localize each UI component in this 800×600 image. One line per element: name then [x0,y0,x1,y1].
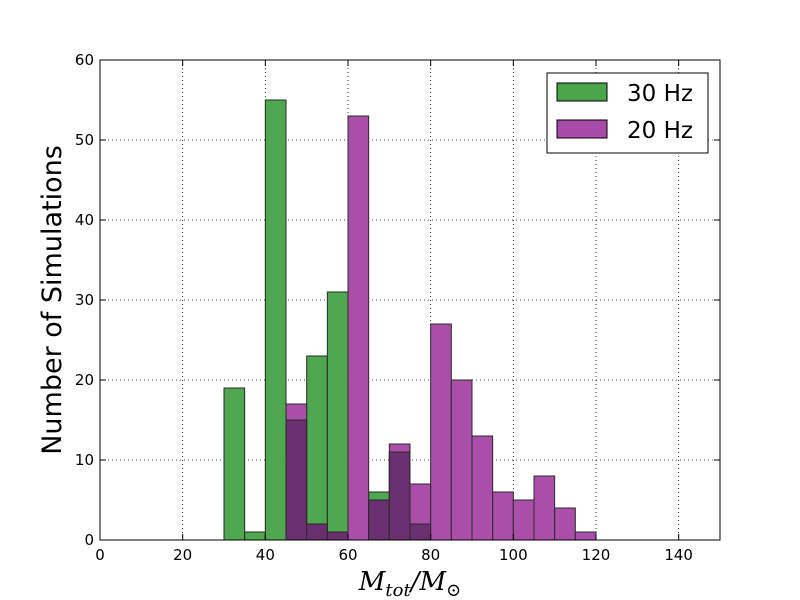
axis-ticks [99,59,720,541]
x-tick-label: 80 [421,546,440,564]
bar-overlap [368,499,390,541]
y-tick-label: 60 [75,51,94,69]
y-tick-label: 30 [75,291,94,309]
bar-20hz [471,435,494,541]
bar-overlap [326,531,349,541]
legend: 30 Hz 20 Hz [546,72,709,154]
x-tick-label: 140 [664,546,693,564]
bar-20hz [430,323,452,541]
x-tick-label: 20 [173,546,192,564]
x-tick-label: 40 [256,546,275,564]
bar-overlap [409,523,432,541]
bar-20hz [492,491,514,541]
legend-label-30hz: 30 Hz [627,81,693,107]
x-axis-label-main: M [358,567,387,597]
y-tick-label: 50 [75,131,94,149]
bar-20hz [347,115,370,541]
y-tick-label: 20 [75,371,94,389]
bar-30hz [244,531,266,541]
y-tick-label: 40 [75,211,94,229]
bar-overlap [306,523,328,541]
bar-30hz [326,291,349,541]
axis-tick-labels: 0 20 40 60 80 100 120 140 0 10 20 30 40 50 60 [75,51,693,564]
y-axis-label: Number of Simulations [37,145,68,455]
x-axis-label: Mtot/M⊙ [358,567,461,600]
bar-20hz [512,499,535,541]
x-tick-label: 120 [582,546,611,564]
bar-overlap [388,451,411,541]
bar-30hz [306,355,328,541]
bar-20hz [554,507,576,541]
legend-swatch-20hz [556,119,608,139]
x-tick-label: 60 [338,546,357,564]
x-tick-label: 0 [95,546,105,564]
bar-20hz [450,379,473,541]
x-tick-label: 100 [499,546,528,564]
y-tick-label: 10 [75,451,94,469]
bar-20hz [574,531,597,541]
bar-overlap [285,419,308,541]
x-axis-label-sun-symbol: ⊙ [446,580,461,600]
bar-30hz [264,99,287,541]
legend-swatch-30hz [556,82,608,102]
bar-30hz [223,387,246,541]
x-axis-label-denominator: /M [408,567,448,597]
overlap-bars [285,419,432,541]
y-tick-label: 0 [84,531,94,549]
bar-20hz [533,475,556,541]
x-axis-label-subscript: tot [385,580,411,600]
legend-label-20hz: 20 Hz [627,118,693,144]
